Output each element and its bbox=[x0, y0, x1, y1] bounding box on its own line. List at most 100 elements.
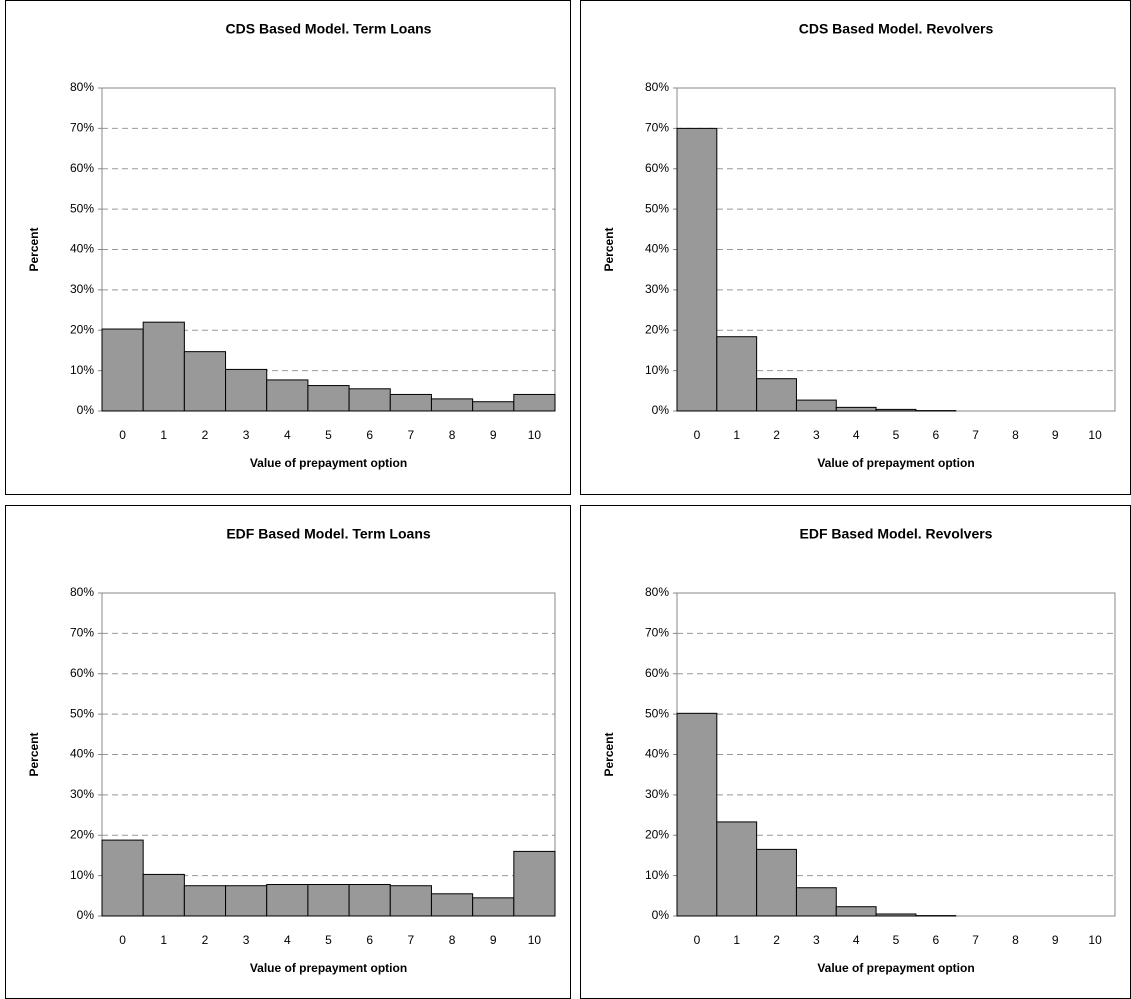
chart-title: EDF Based Model. Term Loans bbox=[226, 526, 431, 542]
y-axis-title: Percent bbox=[602, 732, 616, 776]
y-tick-label: 50% bbox=[645, 706, 669, 720]
y-tick-label: 60% bbox=[70, 161, 94, 175]
chart-title: EDF Based Model. Revolvers bbox=[800, 526, 993, 542]
x-tick-label: 4 bbox=[284, 428, 291, 442]
y-tick-label: 0% bbox=[652, 908, 670, 922]
x-axis-title: Value of prepayment option bbox=[250, 961, 407, 975]
y-tick-label: 80% bbox=[645, 585, 669, 599]
x-tick-label: 8 bbox=[1012, 428, 1019, 442]
panel-border bbox=[5, 0, 571, 495]
bar bbox=[389, 393, 432, 412]
y-tick-label: 50% bbox=[70, 706, 94, 720]
bar bbox=[430, 398, 474, 412]
x-tick-label: 9 bbox=[490, 428, 497, 442]
y-tick-label: 70% bbox=[70, 121, 94, 135]
bar bbox=[716, 336, 758, 412]
x-tick-label: 10 bbox=[528, 428, 542, 442]
x-tick-label: 0 bbox=[694, 933, 701, 947]
bar bbox=[348, 884, 391, 917]
bar bbox=[183, 351, 227, 412]
bar bbox=[795, 887, 837, 917]
y-tick-label: 10% bbox=[70, 868, 94, 882]
bar bbox=[676, 127, 718, 412]
bar bbox=[101, 328, 144, 412]
x-tick-label: 4 bbox=[853, 933, 860, 947]
y-tick-label: 0% bbox=[77, 908, 95, 922]
bar bbox=[875, 408, 917, 412]
x-tick-label: 5 bbox=[325, 428, 332, 442]
bar bbox=[101, 839, 144, 917]
x-tick-label: 1 bbox=[733, 933, 740, 947]
bar bbox=[716, 821, 758, 917]
y-tick-label: 50% bbox=[645, 201, 669, 215]
y-tick-label: 80% bbox=[645, 80, 669, 94]
x-tick-label: 0 bbox=[119, 428, 126, 442]
x-tick-label: 10 bbox=[1088, 933, 1102, 947]
bar bbox=[756, 378, 797, 412]
x-tick-label: 2 bbox=[773, 428, 780, 442]
y-tick-label: 10% bbox=[645, 363, 669, 377]
x-tick-label: 10 bbox=[1088, 428, 1102, 442]
bar bbox=[472, 897, 515, 917]
y-tick-label: 60% bbox=[70, 666, 94, 680]
x-tick-label: 8 bbox=[449, 428, 456, 442]
y-tick-label: 40% bbox=[70, 747, 94, 761]
bar bbox=[225, 885, 268, 917]
x-tick-label: 8 bbox=[449, 933, 456, 947]
x-tick-label: 6 bbox=[932, 428, 939, 442]
y-tick-label: 10% bbox=[645, 868, 669, 882]
y-tick-label: 60% bbox=[645, 666, 669, 680]
y-tick-label: 30% bbox=[645, 787, 669, 801]
bar bbox=[875, 913, 917, 917]
bar bbox=[183, 885, 227, 917]
bar bbox=[266, 379, 309, 412]
x-tick-label: 9 bbox=[1052, 428, 1059, 442]
y-tick-label: 20% bbox=[70, 827, 94, 841]
chart-title: CDS Based Model. Term Loans bbox=[226, 21, 432, 37]
x-tick-label: 9 bbox=[490, 933, 497, 947]
x-tick-label: 3 bbox=[813, 933, 820, 947]
x-tick-label: 4 bbox=[853, 428, 860, 442]
bar bbox=[472, 401, 515, 412]
y-tick-label: 70% bbox=[645, 626, 669, 640]
x-tick-label: 5 bbox=[893, 933, 900, 947]
x-tick-label: 6 bbox=[932, 933, 939, 947]
y-tick-label: 50% bbox=[70, 201, 94, 215]
bar bbox=[348, 388, 391, 412]
bar bbox=[389, 885, 432, 917]
y-tick-label: 20% bbox=[645, 322, 669, 336]
chart-title: CDS Based Model. Revolvers bbox=[799, 21, 994, 37]
x-tick-label: 7 bbox=[972, 933, 979, 947]
bar bbox=[225, 368, 268, 412]
x-tick-label: 2 bbox=[773, 933, 780, 947]
y-tick-label: 30% bbox=[70, 787, 94, 801]
y-tick-label: 40% bbox=[645, 242, 669, 256]
x-tick-label: 3 bbox=[243, 933, 250, 947]
x-tick-label: 1 bbox=[733, 428, 740, 442]
x-tick-label: 0 bbox=[119, 933, 126, 947]
bar bbox=[142, 321, 185, 412]
x-tick-label: 4 bbox=[284, 933, 291, 947]
x-axis-title: Value of prepayment option bbox=[817, 961, 974, 975]
x-axis-title: Value of prepayment option bbox=[250, 456, 407, 470]
bar bbox=[307, 385, 350, 412]
x-tick-label: 0 bbox=[694, 428, 701, 442]
bar bbox=[835, 406, 877, 412]
x-tick-label: 1 bbox=[160, 933, 167, 947]
bar bbox=[676, 712, 718, 917]
y-tick-label: 40% bbox=[645, 747, 669, 761]
y-tick-label: 40% bbox=[70, 242, 94, 256]
y-tick-label: 20% bbox=[70, 322, 94, 336]
x-tick-label: 6 bbox=[366, 428, 373, 442]
bar bbox=[430, 893, 474, 917]
y-tick-label: 80% bbox=[70, 80, 94, 94]
y-axis-title: Percent bbox=[27, 227, 41, 271]
bar bbox=[513, 850, 556, 917]
x-tick-label: 7 bbox=[408, 428, 415, 442]
y-tick-label: 10% bbox=[70, 363, 94, 377]
x-tick-label: 2 bbox=[202, 428, 209, 442]
x-tick-label: 5 bbox=[325, 933, 332, 947]
x-tick-label: 9 bbox=[1052, 933, 1059, 947]
x-axis-title: Value of prepayment option bbox=[817, 456, 974, 470]
